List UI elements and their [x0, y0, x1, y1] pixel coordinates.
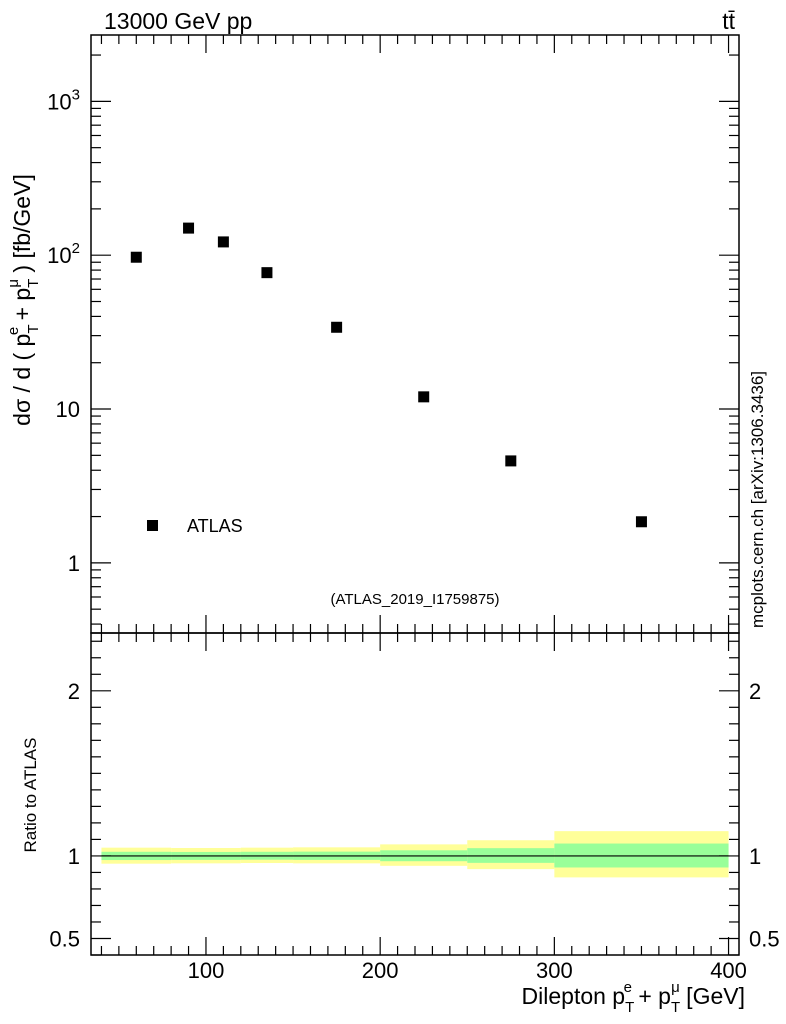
- ratio-y-tick-label-right: 0.5: [749, 926, 780, 951]
- main-y-axis-title: dσ / d ( pTe + pTμ ) [fb/GeV]: [5, 174, 42, 426]
- y-tick-label: 102: [47, 240, 80, 268]
- data-point: [635, 516, 647, 528]
- ratio-plot-frame: [90, 632, 740, 956]
- x-axis-title: Dilepton pTe + pTμ [GeV]: [522, 979, 745, 1016]
- legend: ATLAS: [147, 516, 243, 536]
- legend-marker: [147, 520, 158, 531]
- legend-label: ATLAS: [187, 516, 243, 536]
- ratio-y-axis-title: Ratio to ATLAS: [21, 738, 40, 853]
- data-point: [183, 222, 195, 234]
- main-panel: 1 10 102 103 (ATLAS_2019_I1759875) ATLAS dσ…: [5, 34, 740, 634]
- x-tick-label: 200: [362, 958, 399, 983]
- main-plot-frame: [90, 34, 740, 634]
- y-tick-label: 1: [68, 551, 80, 576]
- process-label: tt̄: [722, 8, 735, 34]
- x-tick-label: 300: [536, 958, 573, 983]
- x-tick-labels: 100 200 300 400: [188, 958, 747, 983]
- ratio-bands: [101, 831, 729, 878]
- data-point: [505, 455, 517, 467]
- data-point: [418, 391, 430, 403]
- ratio-y-tick-label-right: 1: [749, 844, 761, 869]
- data-point: [217, 236, 229, 248]
- data-point: [130, 251, 142, 263]
- x-tick-label: 100: [188, 958, 225, 983]
- main-axis-ticks: [91, 35, 739, 633]
- y-tick-label: 103: [47, 86, 80, 114]
- x-tick-label: 400: [710, 958, 747, 983]
- data-points: [130, 222, 647, 528]
- ratio-y-tick-label-left: 0.5: [49, 926, 80, 951]
- svg-text:dσ / d ( pTe + pTμ ) [fb/GeV]: dσ / d ( pTe + pTμ ) [fb/GeV]: [5, 174, 42, 426]
- ratio-y-tick-labels: 0.5 0.5 1 1 2 2: [49, 679, 779, 952]
- ratio-panel: 0.5 0.5 1 1 2 2 100 200 300 400 Ratio to ATLAS: [21, 632, 780, 983]
- data-point: [331, 321, 343, 333]
- ratio-axis-ticks: [91, 633, 739, 956]
- ratio-y-tick-label-right: 2: [749, 679, 761, 704]
- main-y-tick-labels: 1 10 102 103: [47, 86, 80, 576]
- ratio-y-tick-label-left: 2: [68, 679, 80, 704]
- data-point: [261, 267, 273, 279]
- analysis-label: (ATLAS_2019_I1759875): [330, 591, 499, 608]
- energy-label: 13000 GeV pp: [104, 8, 252, 34]
- ratio-y-tick-label-left: 1: [68, 844, 80, 869]
- side-source-label: mcplots.cern.ch [arXiv:1306.3436]: [748, 371, 767, 628]
- y-tick-label: 10: [56, 397, 80, 422]
